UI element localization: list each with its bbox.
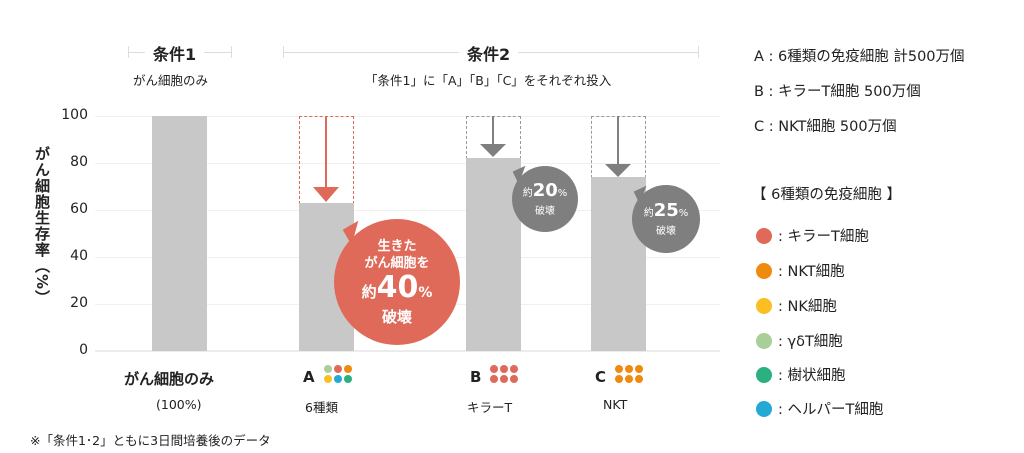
dot-nkt	[344, 365, 352, 373]
bracket-tick-right	[231, 46, 232, 58]
dot-dendritic	[344, 375, 352, 383]
dot-killer-t	[490, 375, 498, 383]
y-tick-20: 20	[70, 295, 88, 311]
y-tick-80: 80	[70, 154, 88, 170]
x-sublabel-cancer-only: (100%)	[156, 397, 202, 412]
legend-cells-title: 【 6種類の免疫細胞 】	[752, 187, 901, 203]
x-sublabel-b: キラーT	[467, 400, 513, 415]
dot-killer-t	[510, 365, 518, 373]
legend-dot-icon	[756, 332, 772, 349]
bubble-b-prefix: 約	[522, 188, 533, 199]
bubble-b-unit: %	[557, 188, 568, 199]
condition1-title: 条件1	[145, 41, 205, 65]
legend-label: : 樹状細胞	[778, 368, 846, 384]
legend-item-gamma-delta-t: : γδT細胞	[756, 330, 843, 351]
bubble-b: 約 20 % 破壊	[512, 166, 578, 232]
bubble-a-suffix: 破壊	[381, 308, 412, 326]
dot-nkt	[635, 365, 643, 373]
legend-item-helper-t: : ヘルパーT細胞	[756, 398, 883, 419]
x-sublabel-a: 6種類	[305, 400, 338, 415]
legend-dot-icon	[756, 400, 772, 417]
dot-killer-t	[334, 365, 342, 373]
dot-gamma-delta-t	[324, 365, 332, 373]
y-tick-60: 60	[70, 201, 88, 217]
bubble-a-unit: %	[418, 285, 433, 301]
dot-nkt	[615, 375, 623, 383]
bubble-b-number: 20	[532, 180, 558, 201]
bubble-c: 約 25 % 破壊	[632, 185, 700, 253]
arrow-down-icon	[480, 144, 506, 157]
gridline-80	[95, 163, 720, 164]
bubble-a-line2: がん細胞を	[364, 256, 430, 271]
legend-dot-icon	[756, 262, 772, 279]
y-axis-label: がん細胞生存率（%）	[33, 146, 51, 307]
y-tick-100: 100	[61, 107, 88, 123]
arrow-c-shaft	[617, 116, 619, 166]
y-tick-40: 40	[70, 248, 88, 264]
dot-nk	[324, 375, 332, 383]
legend-dot-icon	[756, 366, 772, 383]
bubble-b-percent: 約 20 %	[523, 180, 568, 205]
dot-helper-t	[334, 375, 342, 383]
bubble-a-line1: 生きた	[377, 239, 417, 254]
dot-grid-c-icon	[615, 365, 643, 383]
bubble-c-unit: %	[678, 208, 689, 219]
bubble-a-percent: 約 40 %	[362, 272, 433, 309]
legend-item-nkt: : NKT細胞	[756, 260, 845, 281]
bar-cancer-only	[152, 116, 207, 351]
arrow-down-icon	[605, 164, 631, 177]
legend-dot-icon	[756, 227, 772, 244]
x-sublabel-c: NKT	[603, 397, 628, 412]
arrow-a-shaft	[325, 116, 327, 188]
bubble-c-suffix: 破壊	[656, 226, 676, 237]
dot-grid-a-icon	[324, 365, 352, 383]
bubble-a-number: 40	[376, 270, 419, 305]
bar-b	[466, 158, 521, 351]
bracket-tick-right	[698, 46, 699, 58]
bubble-a: 生きた がん細胞を 約 40 % 破壊	[334, 219, 460, 345]
legend-item-dendritic: : 樹状細胞	[756, 364, 846, 385]
bubble-a-prefix: 約	[361, 283, 377, 301]
arrow-b-shaft	[492, 116, 494, 146]
legend-item-nk: : NK細胞	[756, 295, 837, 316]
legend-definition-c: C : NKT細胞 500万個	[754, 119, 897, 135]
dot-nkt	[625, 375, 633, 383]
bubble-c-percent: 約 25 %	[644, 200, 689, 225]
legend-label: : NKT細胞	[778, 264, 845, 280]
dot-grid-b-icon	[490, 365, 518, 383]
x-axis-baseline	[95, 350, 720, 352]
dot-killer-t	[500, 375, 508, 383]
x-label-a-letter: A	[303, 368, 315, 386]
legend-item-killer-t: : キラーT細胞	[756, 225, 869, 246]
x-label-cancer-only: がん細胞のみ	[124, 370, 215, 388]
arrow-down-icon	[313, 187, 339, 202]
dot-nkt	[615, 365, 623, 373]
bubble-c-number: 25	[653, 200, 679, 221]
legend-label: : γδT細胞	[778, 334, 843, 350]
legend-label: : NK細胞	[778, 299, 837, 315]
x-label-b-letter: B	[470, 368, 482, 386]
legend-definition-a: A : 6種類の免疫細胞 計500万個	[754, 49, 965, 65]
condition2-title: 条件2	[459, 41, 519, 65]
footnote: ※「条件1･2」ともに3日間培養後のデータ	[30, 433, 271, 448]
dot-killer-t	[490, 365, 498, 373]
condition2-subtitle: 「条件1」に「A」「B」「C」をそれぞれ投入	[365, 73, 612, 88]
dot-nkt	[635, 375, 643, 383]
x-label-c-letter: C	[595, 368, 607, 386]
dot-nkt	[625, 365, 633, 373]
y-tick-0: 0	[79, 342, 88, 358]
gridline-60	[95, 210, 720, 211]
gridline-100	[95, 116, 720, 117]
legend-label: : キラーT細胞	[778, 229, 869, 245]
bubble-b-suffix: 破壊	[535, 206, 555, 217]
legend-definition-b: B : キラーT細胞 500万個	[754, 84, 921, 100]
legend-label: : ヘルパーT細胞	[778, 402, 884, 418]
bubble-c-prefix: 約	[643, 208, 654, 219]
condition1-subtitle: がん細胞のみ	[133, 73, 209, 88]
dot-killer-t	[510, 375, 518, 383]
dot-killer-t	[500, 365, 508, 373]
legend-dot-icon	[756, 297, 772, 314]
